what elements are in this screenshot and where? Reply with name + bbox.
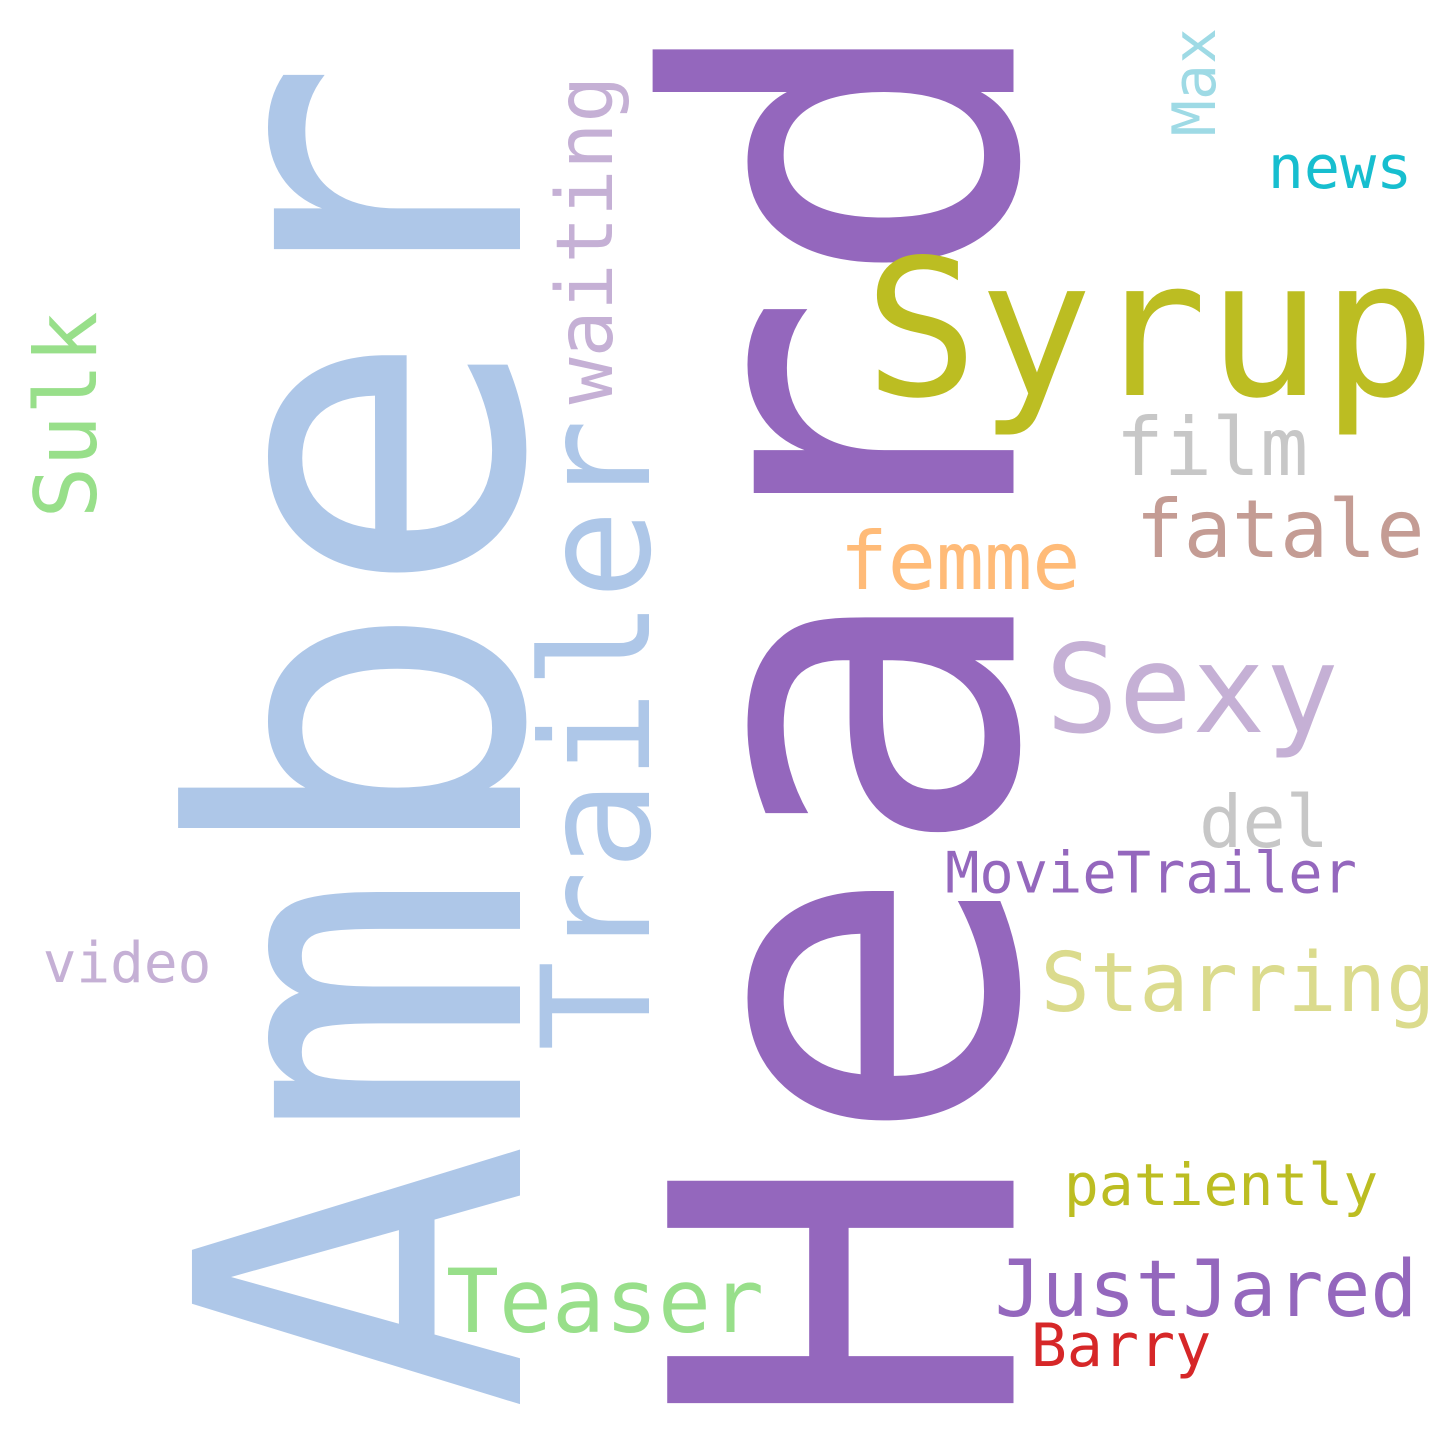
- word-barry: Barry: [1030, 1311, 1212, 1381]
- word-teaser: Teaser: [446, 1250, 764, 1353]
- word-sexy: Sexy: [1045, 619, 1339, 761]
- word-patiently: patiently: [1063, 1151, 1379, 1219]
- word-starring: Starring: [1040, 936, 1436, 1031]
- word-film: film: [1115, 401, 1309, 494]
- word-femme: femme: [839, 515, 1081, 608]
- word-movietrailer: MovieTrailer: [945, 840, 1357, 907]
- word-fatale: fatale: [1135, 483, 1425, 576]
- word-sulk: Sulk: [17, 311, 117, 519]
- word-news: news: [1267, 133, 1413, 203]
- word-waiting: waiting: [541, 75, 631, 405]
- word-max: Max: [1160, 27, 1230, 137]
- word-justjared: JustJared: [994, 1245, 1418, 1335]
- word-syrup: Syrup: [864, 219, 1436, 440]
- word-trailer: Trailer: [511, 418, 685, 1052]
- word-video: video: [42, 931, 212, 996]
- word-del: del: [1198, 780, 1330, 864]
